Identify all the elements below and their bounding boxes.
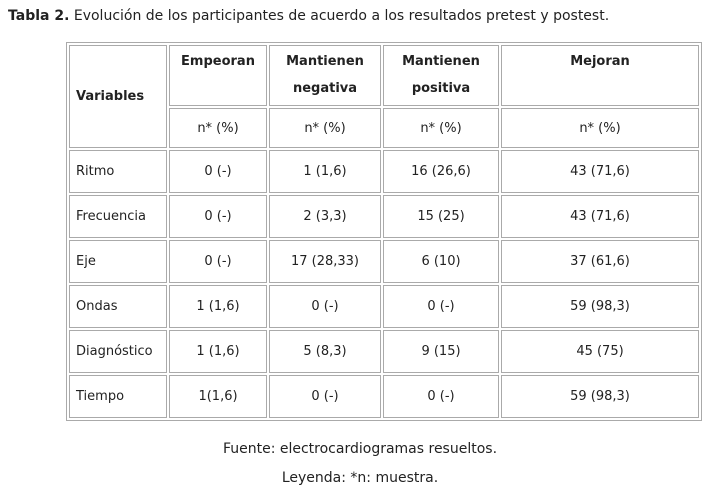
legend-note: Leyenda: *n: muestra. <box>281 470 439 486</box>
table-cell: 0 (-) <box>169 195 267 238</box>
table-cell: 6 (10) <box>383 240 499 283</box>
table-cell: 0 (-) <box>169 240 267 283</box>
table-cell: 0 (-) <box>383 285 499 328</box>
table-cell: 1 (1,6) <box>169 330 267 373</box>
data-row: Ritmo 0 (-) 1 (1,6) 16 (26,6) 43 (71,6) <box>69 150 699 193</box>
unit-header: n* (%) <box>501 108 699 148</box>
table-cell: 59 (98,3) <box>501 285 699 328</box>
row-label: Ondas <box>69 285 167 328</box>
table-body: Variables Empeoran Mantienen negativa Manti… <box>69 45 699 418</box>
column-header: Variables <box>69 45 167 148</box>
row-label: Tiempo <box>69 375 167 418</box>
column-header: Mantienen positiva <box>383 45 499 106</box>
table-cell: 0 (-) <box>383 375 499 418</box>
table-cell: 16 (26,6) <box>383 150 499 193</box>
data-row: Tiempo 1(1,6) 0 (-) 0 (-) 59 (98,3) <box>69 375 699 418</box>
row-label: Frecuencia <box>69 195 167 238</box>
column-header: Mejoran <box>501 45 699 106</box>
data-table: Variables Empeoran Mantienen negativa Manti… <box>66 42 702 421</box>
table-cell: 0 (-) <box>169 150 267 193</box>
row-label: Diagnóstico <box>69 330 167 373</box>
row-label: Eje <box>69 240 167 283</box>
table-cell: 17 (28,33) <box>269 240 381 283</box>
table-cell: 43 (71,6) <box>501 150 699 193</box>
table-cell: 0 (-) <box>269 375 381 418</box>
row-label: Ritmo <box>69 150 167 193</box>
table-cell: 43 (71,6) <box>501 195 699 238</box>
data-row: Diagnóstico 1 (1,6) 5 (8,3) 9 (15) 45 (75) <box>69 330 699 373</box>
data-row: Ondas 1 (1,6) 0 (-) 0 (-) 59 (98,3) <box>69 285 699 328</box>
unit-header: n* (%) <box>169 108 267 148</box>
table-cell: 9 (15) <box>383 330 499 373</box>
table-cell: 2 (3,3) <box>269 195 381 238</box>
table-cell: 1 (1,6) <box>269 150 381 193</box>
table-cell: 15 (25) <box>383 195 499 238</box>
table-cell: 0 (-) <box>269 285 381 328</box>
subheader-row: n* (%) n* (%) n* (%) n* (%) <box>69 108 699 148</box>
column-header: Mantienen negativa <box>269 45 381 106</box>
table-cell: 5 (8,3) <box>269 330 381 373</box>
table-cell: 59 (98,3) <box>501 375 699 418</box>
unit-header: n* (%) <box>269 108 381 148</box>
title-label: Tabla 2. <box>8 8 70 24</box>
table-cell: 1 (1,6) <box>169 285 267 328</box>
table-cell: 37 (61,6) <box>501 240 699 283</box>
column-header: Empeoran <box>169 45 267 106</box>
data-row: Frecuencia 0 (-) 2 (3,3) 15 (25) 43 (71,6) <box>69 195 699 238</box>
source-note: Fuente: electrocardiogramas resueltos. <box>222 441 498 457</box>
unit-header: n* (%) <box>383 108 499 148</box>
data-row: Eje 0 (-) 17 (28,33) 6 (10) 37 (61,6) <box>69 240 699 283</box>
header-row: Variables Empeoran Mantienen negativa Manti… <box>69 45 699 148</box>
table-title: Tabla 2. Evolución de los participantes … <box>8 8 609 24</box>
title-text: Evolución de los participantes de acuerd… <box>73 8 610 24</box>
table-cell: 1(1,6) <box>169 375 267 418</box>
table-cell: 45 (75) <box>501 330 699 373</box>
